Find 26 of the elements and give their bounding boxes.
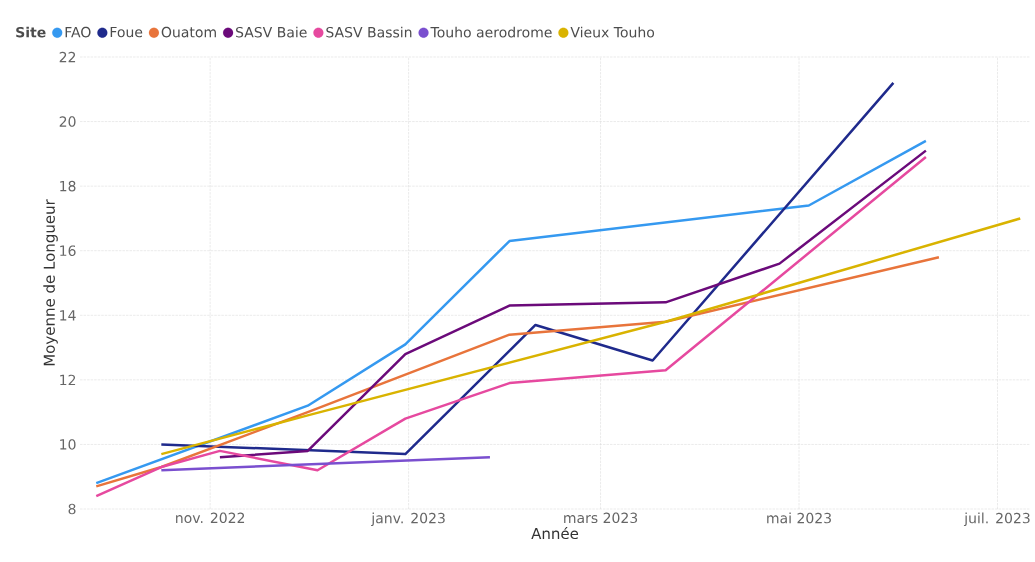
x-tick-label: janv. 2023	[371, 512, 445, 527]
legend-label: Ouatom	[161, 26, 216, 38]
legend-label: Vieux Touho	[570, 26, 655, 38]
x-axis-title: Année	[531, 526, 579, 540]
y-tick-label: 20	[59, 116, 76, 127]
legend-label: FAO	[65, 26, 91, 38]
legend-label: Foue	[110, 26, 143, 38]
line-series	[160, 217, 1022, 456]
legend-title: Site	[16, 26, 46, 38]
y-tick-label: 14	[60, 310, 76, 321]
x-tick-label: juil. 2023	[963, 512, 1030, 527]
y-tick-label: 12	[60, 374, 76, 386]
legend-label: Touho aerodrome	[430, 26, 552, 38]
x-tick-label: mai 2023	[767, 512, 831, 524]
x-tick-label: mars 2023	[564, 512, 638, 524]
y-axis-title: Moyenne de Longueur	[43, 199, 58, 366]
line-series	[218, 149, 928, 459]
y-tick-label: 22	[59, 51, 76, 63]
legend-label: SASV Baie	[236, 26, 307, 38]
y-tick-label: 18	[60, 180, 76, 192]
y-tick-label: 8	[68, 503, 76, 515]
line-series	[160, 81, 895, 456]
x-tick-label: nov. 2022	[176, 512, 245, 524]
y-tick-label: 10	[60, 439, 76, 450]
legend-label: SASV Bassin	[326, 26, 412, 38]
y-tick-label: 16	[60, 245, 76, 257]
